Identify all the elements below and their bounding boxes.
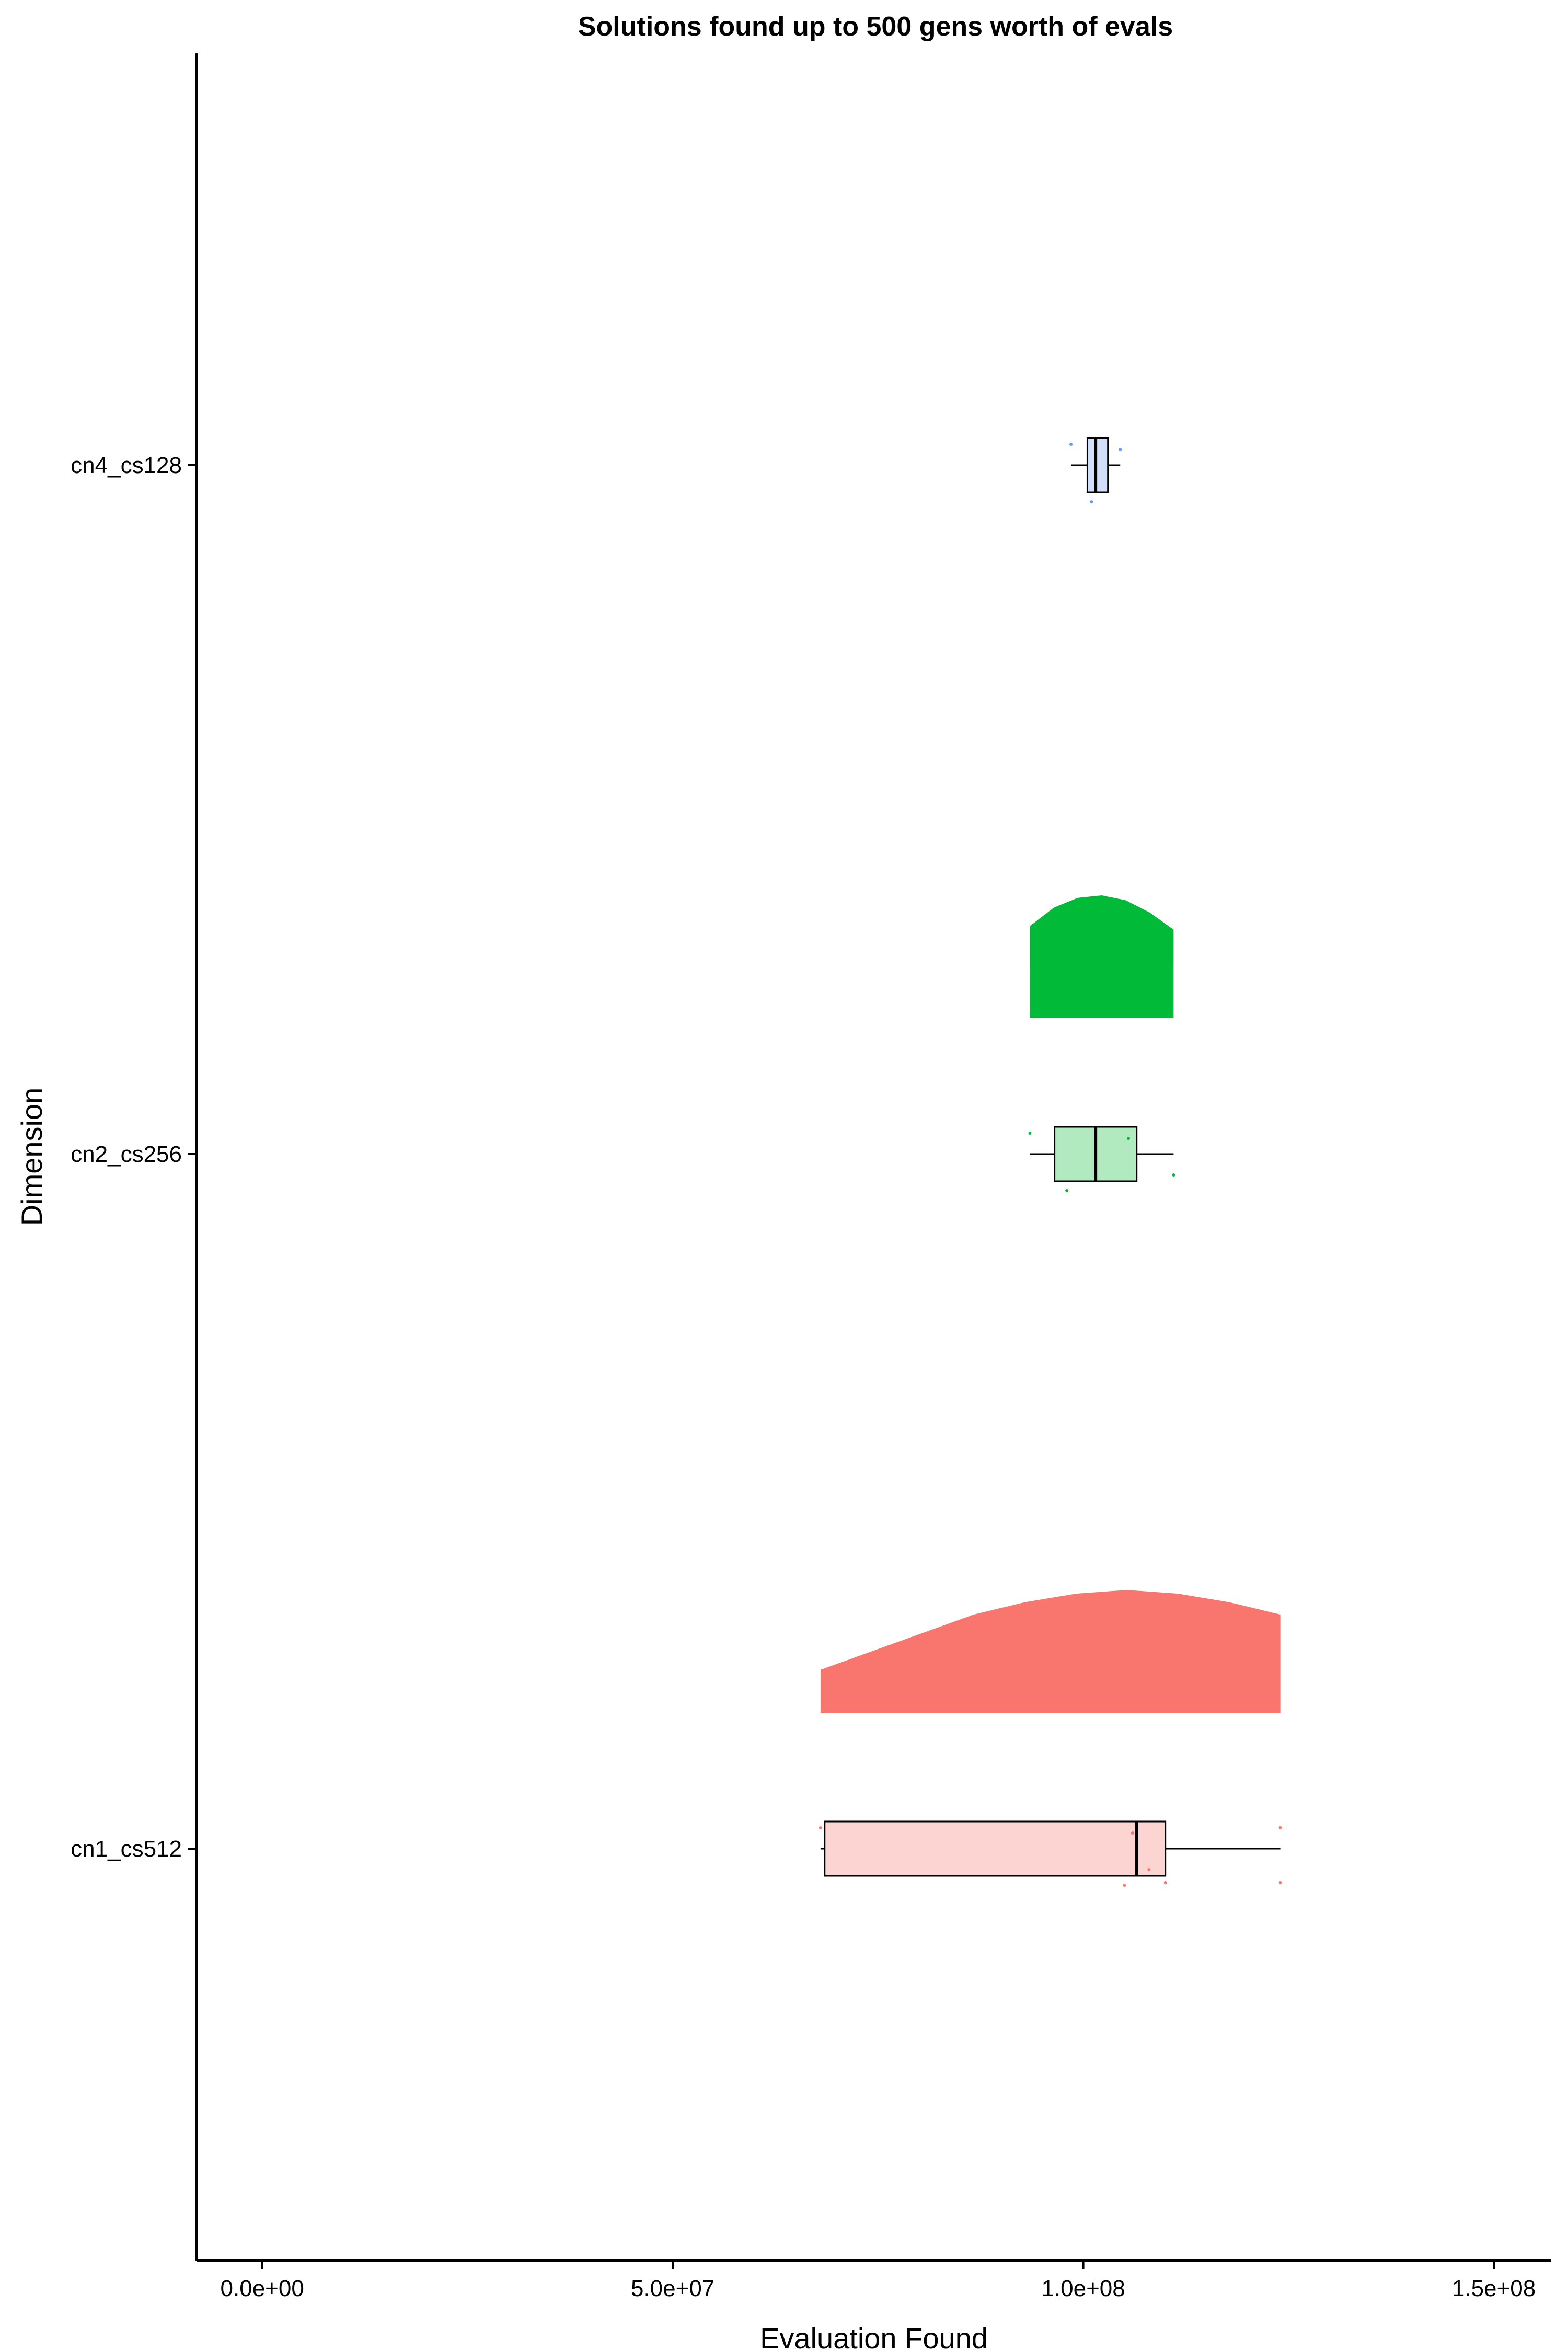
plot-area	[818, 437, 1282, 1887]
y-tick-label: cn4_cs128	[71, 453, 182, 478]
data-point-cn4_cs128	[1090, 500, 1093, 503]
box-cn4_cs128	[1086, 437, 1109, 493]
y-axis-title: Dimension	[15, 1088, 48, 1226]
chart-title: Solutions found up to 500 gens worth of …	[578, 11, 1173, 42]
data-point-cn1_cs512	[818, 1826, 822, 1829]
box-cn1_cs512	[824, 1820, 1167, 1877]
data-point-cn1_cs512	[1278, 1881, 1282, 1884]
series-cn1_cs512	[818, 1590, 1282, 1887]
series-cn2_cs256	[1028, 895, 1175, 1192]
density-cn1_cs512	[820, 1590, 1281, 1713]
y-tick-label: cn1_cs512	[71, 1836, 182, 1862]
data-point-cn4_cs128	[1069, 443, 1073, 446]
data-point-cn2_cs256	[1126, 1137, 1130, 1140]
x-tick-label: 1.5e+08	[1452, 2276, 1536, 2301]
x-tick-label: 1.0e+08	[1041, 2276, 1125, 2301]
data-point-cn4_cs128	[1119, 448, 1122, 451]
data-point-cn2_cs256	[1065, 1189, 1069, 1192]
data-point-cn2_cs256	[1028, 1132, 1032, 1135]
y-axis-ticks: cn1_cs512 cn2_cs256 cn4_cs128	[71, 453, 197, 1862]
x-axis-ticks: 0.0e+00 5.0e+07 1.0e+08 1.5e+08	[221, 2261, 1536, 2301]
y-tick-label: cn2_cs256	[71, 1142, 182, 1167]
density-cn2_cs256	[1030, 895, 1174, 1018]
data-point-cn1_cs512	[1278, 1826, 1282, 1829]
series-cn4_cs128	[1069, 437, 1122, 503]
data-point-cn1_cs512	[1163, 1881, 1167, 1884]
data-point-cn1_cs512	[1131, 1831, 1134, 1835]
data-point-cn1_cs512	[1147, 1868, 1151, 1871]
data-point-cn1_cs512	[1123, 1884, 1126, 1887]
x-tick-label: 5.0e+07	[631, 2276, 714, 2301]
x-axis-title: Evaluation Found	[760, 2322, 988, 2352]
x-tick-label: 0.0e+00	[221, 2276, 304, 2301]
data-point-cn2_cs256	[1172, 1173, 1175, 1177]
